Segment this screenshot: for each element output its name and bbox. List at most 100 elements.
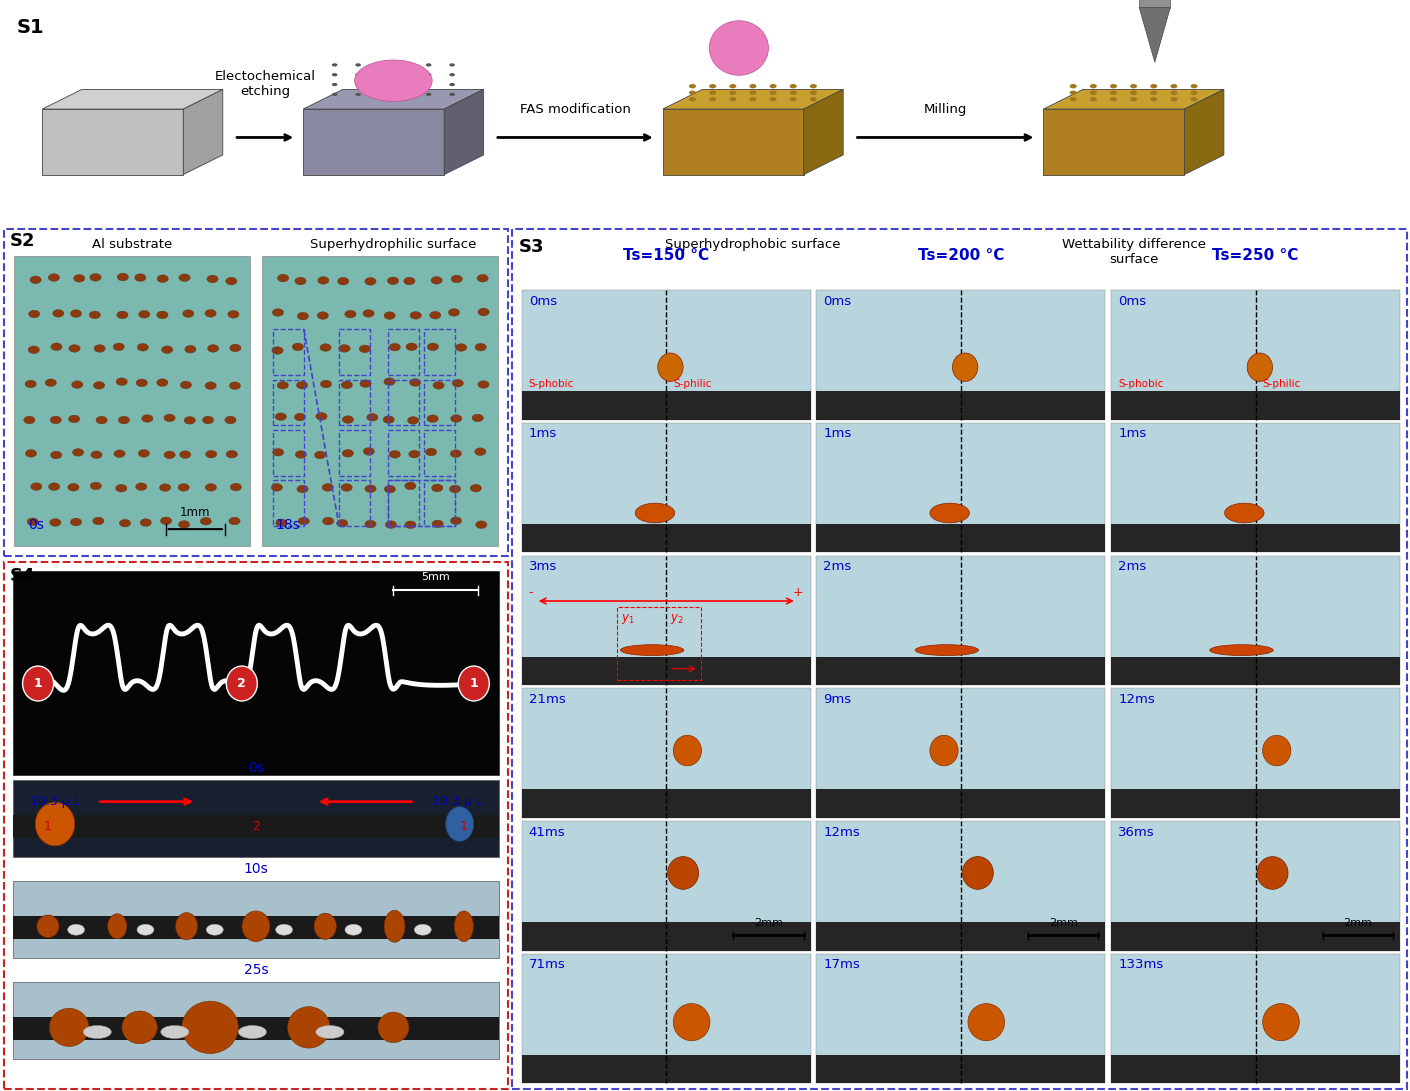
Ellipse shape: [28, 346, 39, 353]
Ellipse shape: [228, 311, 240, 319]
Ellipse shape: [298, 517, 309, 525]
Polygon shape: [1043, 109, 1184, 175]
Text: 10.3 μ L: 10.3 μ L: [30, 795, 80, 808]
Ellipse shape: [37, 915, 59, 937]
Ellipse shape: [69, 415, 80, 422]
Ellipse shape: [674, 1004, 711, 1041]
Ellipse shape: [161, 1026, 189, 1039]
Ellipse shape: [72, 381, 83, 388]
Ellipse shape: [331, 93, 337, 96]
Ellipse shape: [162, 346, 173, 353]
Ellipse shape: [338, 345, 350, 352]
Bar: [423, 480, 455, 526]
Ellipse shape: [915, 645, 979, 656]
Bar: [13, 982, 499, 1059]
Ellipse shape: [117, 273, 128, 280]
Ellipse shape: [410, 312, 422, 320]
Ellipse shape: [364, 447, 375, 455]
Ellipse shape: [137, 344, 148, 351]
Ellipse shape: [70, 310, 82, 317]
Ellipse shape: [226, 666, 258, 702]
Ellipse shape: [164, 415, 175, 422]
Bar: [423, 380, 455, 425]
Ellipse shape: [406, 343, 417, 350]
Ellipse shape: [389, 451, 400, 458]
Ellipse shape: [185, 346, 196, 353]
Ellipse shape: [123, 1011, 158, 1044]
Ellipse shape: [137, 379, 148, 386]
Ellipse shape: [1170, 91, 1177, 95]
Bar: [388, 329, 420, 375]
Ellipse shape: [316, 412, 327, 420]
Ellipse shape: [450, 73, 455, 76]
Text: 0ms: 0ms: [529, 295, 557, 308]
Ellipse shape: [389, 344, 400, 351]
Ellipse shape: [116, 484, 127, 492]
Ellipse shape: [343, 416, 354, 423]
Ellipse shape: [278, 274, 289, 281]
Ellipse shape: [164, 451, 175, 458]
Text: Ts=150 °C: Ts=150 °C: [623, 248, 709, 263]
Bar: [816, 688, 1105, 818]
Ellipse shape: [73, 275, 85, 283]
Ellipse shape: [179, 520, 190, 528]
Ellipse shape: [454, 911, 474, 942]
Ellipse shape: [206, 451, 217, 458]
Ellipse shape: [331, 83, 337, 86]
Ellipse shape: [316, 1026, 344, 1039]
Bar: [338, 480, 369, 526]
Bar: [338, 430, 369, 476]
Ellipse shape: [83, 1026, 111, 1039]
Ellipse shape: [51, 416, 62, 423]
Ellipse shape: [472, 415, 484, 422]
Ellipse shape: [1151, 97, 1158, 101]
Ellipse shape: [272, 347, 283, 355]
Ellipse shape: [140, 518, 151, 526]
Text: 1ms: 1ms: [823, 428, 852, 441]
Ellipse shape: [314, 452, 326, 459]
Text: Superhydrophilic surface: Superhydrophilic surface: [310, 238, 477, 251]
Text: 0s: 0s: [28, 518, 44, 532]
Ellipse shape: [345, 310, 357, 317]
Ellipse shape: [1263, 1004, 1300, 1041]
Ellipse shape: [809, 84, 816, 88]
Bar: [512, 229, 1407, 1089]
Ellipse shape: [379, 73, 385, 76]
Bar: [1111, 790, 1400, 818]
Ellipse shape: [272, 448, 283, 456]
Text: 9ms: 9ms: [823, 693, 852, 706]
Ellipse shape: [48, 483, 59, 491]
Ellipse shape: [295, 451, 306, 458]
Bar: [274, 380, 305, 425]
Ellipse shape: [176, 913, 197, 939]
Ellipse shape: [1190, 84, 1197, 88]
Text: 1ms: 1ms: [529, 428, 557, 441]
Ellipse shape: [402, 83, 407, 86]
Ellipse shape: [341, 483, 352, 491]
Ellipse shape: [931, 735, 959, 766]
Bar: [816, 954, 1105, 1083]
Ellipse shape: [1190, 91, 1197, 95]
Ellipse shape: [407, 417, 419, 424]
Text: S4: S4: [10, 567, 35, 585]
Ellipse shape: [430, 311, 441, 319]
Ellipse shape: [228, 517, 240, 525]
Text: -: -: [529, 586, 533, 599]
Ellipse shape: [180, 381, 192, 388]
Text: 1: 1: [44, 819, 52, 832]
Ellipse shape: [314, 913, 337, 939]
Ellipse shape: [25, 449, 37, 457]
Bar: [13, 915, 499, 939]
Ellipse shape: [384, 910, 405, 943]
Ellipse shape: [415, 924, 431, 935]
Ellipse shape: [475, 344, 486, 351]
Ellipse shape: [729, 84, 736, 88]
Bar: [816, 1055, 1105, 1083]
Ellipse shape: [384, 312, 395, 320]
Ellipse shape: [1131, 84, 1138, 88]
Ellipse shape: [709, 84, 716, 88]
Bar: [388, 480, 420, 526]
Text: 10.3 μ L: 10.3 μ L: [431, 795, 482, 808]
Ellipse shape: [379, 93, 385, 96]
Ellipse shape: [1170, 84, 1177, 88]
